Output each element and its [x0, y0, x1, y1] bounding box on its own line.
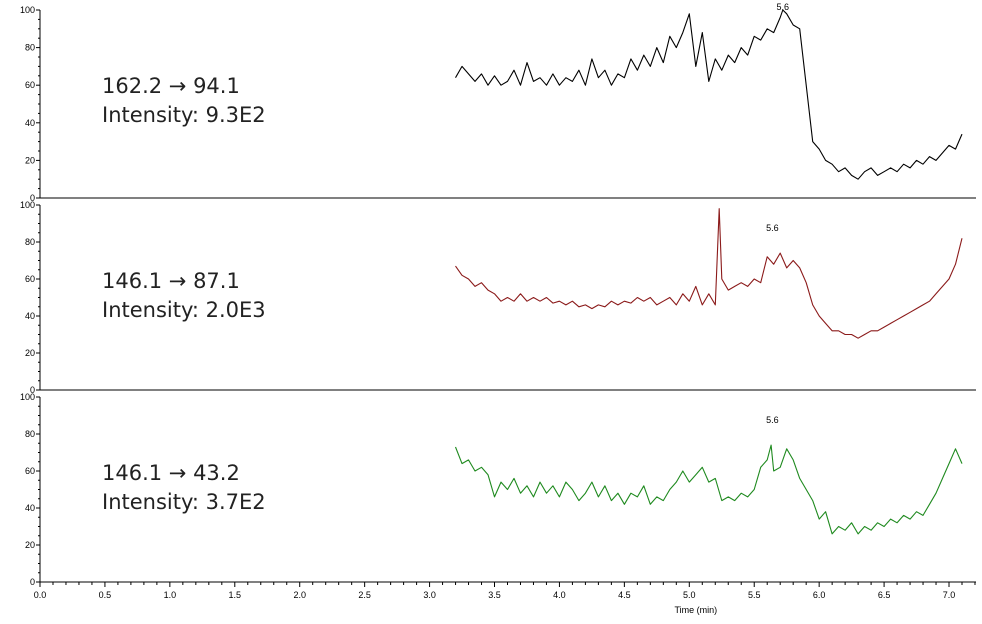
series-line [454, 444, 963, 535]
peak-label: 5.6 [766, 223, 779, 233]
transition-label: 146.1 → 87.1 [102, 269, 240, 293]
x-tick-label: 2.5 [358, 590, 371, 600]
x-tick-label: 7.0 [943, 590, 956, 600]
y-tick-label: 40 [25, 311, 35, 321]
x-tick-label: 6.5 [878, 590, 891, 600]
x-tick-label: 6.0 [813, 590, 826, 600]
x-tick-label: 4.0 [553, 590, 566, 600]
x-tick-label: 1.0 [164, 590, 177, 600]
y-tick-label: 40 [25, 503, 35, 513]
y-tick-label: 0 [30, 577, 35, 587]
y-tick-label: 80 [25, 429, 35, 439]
y-tick-label: 20 [25, 540, 35, 550]
y-tick-label: 60 [25, 80, 35, 90]
y-tick-label: 80 [25, 43, 35, 53]
y-tick-label: 60 [25, 466, 35, 476]
transition-label: 162.2 → 94.1 [102, 74, 240, 98]
x-tick-label: 3.5 [488, 590, 501, 600]
peak-label: 5.6 [766, 415, 779, 425]
intensity-label: Intensity: 3.7E2 [102, 490, 266, 514]
x-tick-label: 4.5 [618, 590, 631, 600]
y-tick-label: 20 [25, 155, 35, 165]
y-tick-label: 0 [30, 385, 35, 395]
y-tick-label: 100 [20, 392, 35, 402]
y-tick-label: 100 [20, 5, 35, 15]
y-tick-label: 0 [30, 193, 35, 203]
intensity-label: Intensity: 2.0E3 [102, 298, 266, 322]
x-axis-title: Time (min) [674, 605, 717, 615]
y-tick-label: 80 [25, 237, 35, 247]
x-tick-label: 0.5 [99, 590, 112, 600]
y-tick-label: 40 [25, 118, 35, 128]
x-tick-label: 1.5 [229, 590, 242, 600]
x-tick-label: 5.5 [748, 590, 761, 600]
intensity-label: Intensity: 9.3E2 [102, 103, 266, 127]
peak-label: 5.6 [777, 2, 790, 12]
y-tick-label: 100 [20, 200, 35, 210]
y-tick-label: 60 [25, 274, 35, 284]
x-tick-label: 0.0 [34, 590, 47, 600]
x-tick-label: 3.0 [423, 590, 436, 600]
series-line [455, 9, 963, 180]
y-tick-label: 20 [25, 348, 35, 358]
series-line [455, 208, 963, 339]
x-tick-label: 5.0 [683, 590, 696, 600]
transition-label: 146.1 → 43.2 [102, 461, 240, 485]
x-tick-label: 2.0 [293, 590, 306, 600]
